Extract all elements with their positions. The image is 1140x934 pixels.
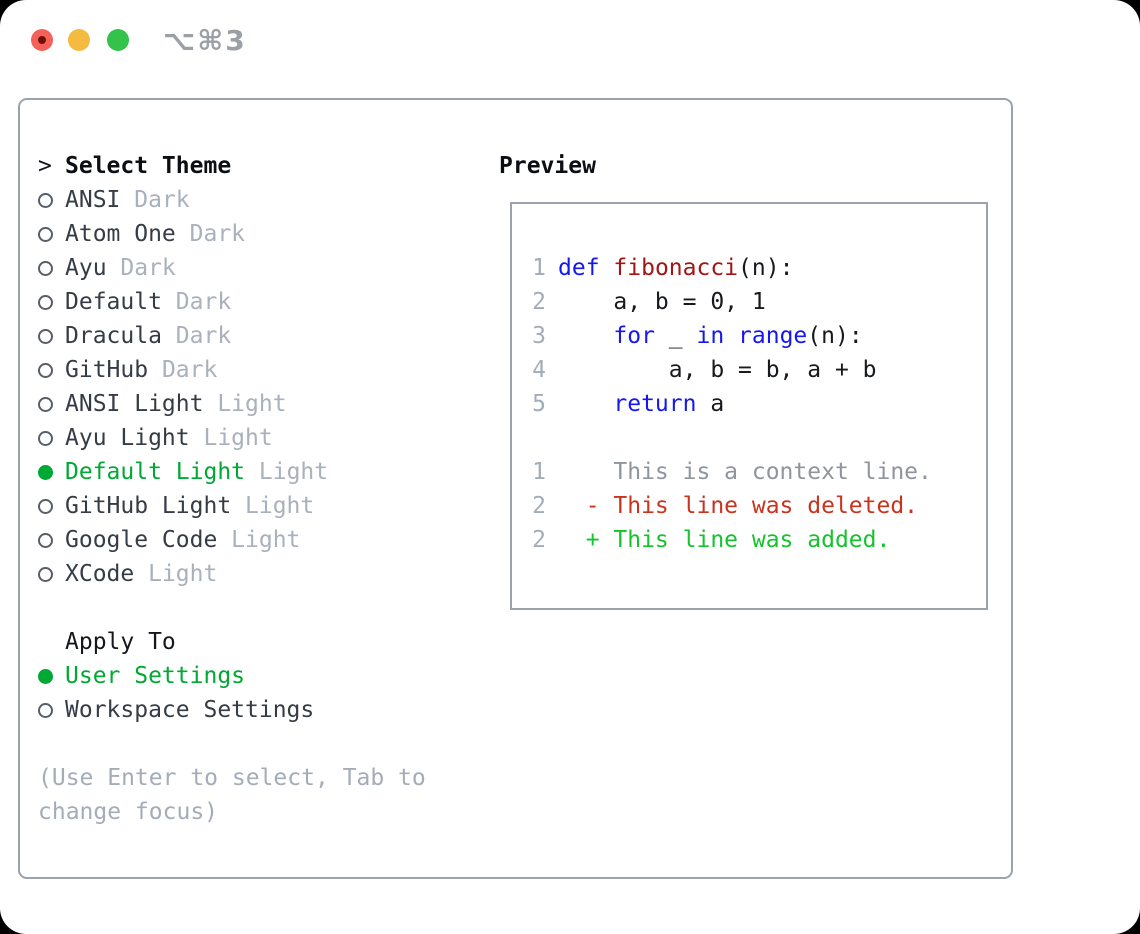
code-text: for _ in range(n): (613, 323, 863, 349)
code-text: + This line was added. (558, 527, 891, 553)
option-label: Google Code Light (65, 527, 301, 553)
code-line: 4 a, b = b, a + b (532, 353, 986, 387)
radio-icon (38, 702, 65, 718)
code-line: 2 + This line was added. (532, 523, 986, 557)
theme-variant: Dark (175, 323, 232, 349)
option-label: Default Light Light (65, 459, 329, 485)
theme-variant: Dark (175, 289, 232, 315)
code-line: 5 return a (532, 387, 986, 421)
radio-icon (38, 498, 65, 514)
option-label: Default Dark (65, 289, 232, 315)
radio-icon (38, 464, 65, 480)
apply-option[interactable]: Workspace Settings (38, 693, 446, 727)
theme-variant: Light (217, 391, 287, 417)
theme-option[interactable]: Ayu Light Light (38, 421, 446, 455)
line-number: 2 (532, 493, 546, 519)
theme-variant: Light (203, 425, 273, 451)
line-number (532, 421, 546, 455)
theme-list: ANSI Dark Atom One Dark Ayu Dark Default Da… (38, 183, 446, 591)
traffic-light-minimize-icon[interactable] (68, 29, 90, 51)
traffic-light-zoom-icon[interactable] (107, 29, 129, 51)
apply-to-title: Apply To (65, 629, 176, 655)
theme-variant: Dark (189, 221, 246, 247)
theme-variant: Dark (134, 187, 190, 213)
option-label: Ayu Dark (65, 255, 176, 281)
traffic-light-close-icon[interactable] (31, 29, 53, 51)
option-label: Atom One Dark (65, 221, 246, 247)
theme-option[interactable]: Dracula Dark (38, 319, 446, 353)
code-line: 1 This is a context line. (532, 455, 986, 489)
theme-variant: Dark (120, 255, 176, 281)
radio-icon (38, 328, 65, 344)
line-number: 2 (532, 527, 546, 553)
apply-to-list: User Settings Workspace Settings (38, 659, 446, 727)
radio-icon (38, 192, 65, 208)
help-text: (Use Enter to select, Tab to change focu… (38, 765, 426, 825)
radio-icon (38, 294, 65, 310)
theme-variant: Dark (161, 357, 218, 383)
focus-caret-icon: > (38, 153, 52, 179)
theme-variant: Light (231, 527, 301, 553)
option-label: XCode Light (65, 561, 218, 587)
window-shortcut-label: ⌥⌘3 (163, 24, 247, 57)
theme-option[interactable]: GitHub Dark (38, 353, 446, 387)
radio-icon (38, 668, 65, 684)
option-label: Ayu Light Light (65, 425, 273, 451)
theme-variant: Light (245, 493, 315, 519)
code-line: 2 - This line was deleted. (532, 489, 986, 523)
theme-variant: Light (148, 561, 218, 587)
option-label: ANSI Light Light (65, 391, 287, 417)
radio-icon (38, 396, 65, 412)
line-number: 4 (532, 357, 546, 383)
code-line: 3 for _ in range(n): (532, 319, 986, 353)
theme-option[interactable]: ANSI Light Light (38, 387, 446, 421)
code-text: This is a context line. (558, 459, 932, 485)
line-number: 3 (532, 323, 546, 349)
option-label: GitHub Light Light (65, 493, 315, 519)
theme-picker: > Select Theme ANSI Dark Atom One Dark Ayu… (38, 149, 446, 829)
radio-icon (38, 430, 65, 446)
code-text: a, b = 0, 1 (558, 289, 766, 315)
theme-option[interactable]: Ayu Dark (38, 251, 446, 285)
theme-option[interactable]: XCode Light (38, 557, 446, 591)
radio-icon (38, 362, 65, 378)
code-line: 2 a, b = 0, 1 (532, 285, 986, 319)
theme-list-title: Select Theme (65, 153, 232, 179)
option-label: Workspace Settings (65, 697, 315, 723)
code-text: def fibonacci(n): (558, 255, 794, 281)
theme-option[interactable]: Default Light Light (38, 455, 446, 489)
line-number: 1 (532, 255, 546, 281)
line-number: 1 (532, 459, 546, 485)
theme-variant: Light (258, 459, 329, 485)
theme-list-header: > Select Theme (38, 149, 446, 183)
option-label: ANSI Dark (65, 187, 190, 213)
option-label: Dracula Dark (65, 323, 232, 349)
code-text: return a (613, 391, 725, 417)
radio-icon (38, 566, 65, 582)
option-label: User Settings (65, 663, 246, 689)
code-text: a, b = b, a + b (558, 357, 877, 383)
theme-option[interactable]: ANSI Dark (38, 183, 446, 217)
apply-option[interactable]: User Settings (38, 659, 446, 693)
theme-option[interactable]: GitHub Light Light (38, 489, 446, 523)
line-number: 2 (532, 289, 546, 315)
code-line: 1 def fibonacci(n): (532, 251, 986, 285)
option-label: GitHub Dark (65, 357, 218, 383)
radio-icon (38, 532, 65, 548)
theme-option[interactable]: Google Code Light (38, 523, 446, 557)
radio-icon (38, 226, 65, 242)
radio-icon (38, 260, 65, 276)
apply-to-header: Apply To (38, 625, 446, 659)
line-number: 5 (532, 391, 546, 417)
theme-option[interactable]: Atom One Dark (38, 217, 446, 251)
preview-title: Preview (499, 153, 596, 179)
theme-settings-panel: > Select Theme ANSI Dark Atom One Dark Ayu… (18, 98, 1013, 879)
theme-option[interactable]: Default Dark (38, 285, 446, 319)
code-text: - This line was deleted. (558, 493, 919, 519)
code-line (532, 421, 986, 455)
